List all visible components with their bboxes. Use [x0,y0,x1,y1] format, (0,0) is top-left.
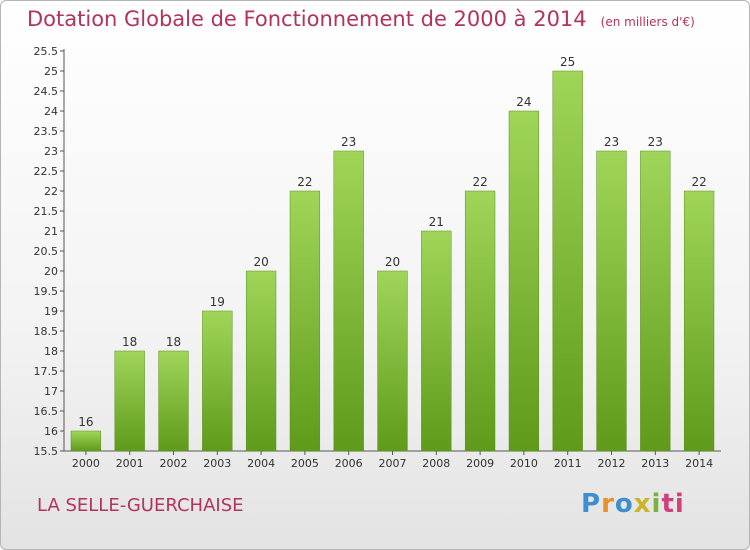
bar [596,150,627,452]
bar-value-label: 18 [166,335,181,349]
x-tick-label: 2008 [422,457,450,470]
bar-value-label: 20 [253,255,268,269]
bar [245,270,277,452]
bar-value-label: 22 [297,175,312,189]
x-tick-label: 2005 [291,457,319,470]
bar [683,190,715,452]
bar [464,190,496,452]
bar-value-label: 23 [341,135,356,149]
x-tick-label: 2009 [466,457,494,470]
bar-value-label: 18 [122,335,137,349]
x-tick-label: 2003 [203,457,231,470]
bar [70,430,102,452]
x-tick-label: 2007 [379,457,407,470]
bars [70,70,715,452]
bar-value-label: 23 [604,135,619,149]
bar-value-label: 22 [691,175,706,189]
x-tick-label: 2010 [510,457,538,470]
axes: 15.5 16 16.5 17 17.5 18 18.5 19 19.5 20 20.5 21 21.5… [34,45,721,470]
y-tick-label: 18.5 [34,325,59,338]
y-tick-label: 25 [44,65,58,78]
logo-letter: x [633,489,652,519]
logo-letter: ti [661,489,685,519]
bar [333,150,364,452]
y-tick-label: 21 [44,225,58,238]
y-tick-label: 23.5 [34,125,59,138]
y-tick-label: 19 [44,305,58,318]
logo-letter: P [581,489,602,519]
y-tick-label: 19.5 [34,285,59,298]
y-tick-label: 22.5 [34,165,59,178]
value-labels: 16 18 18 19 20 22 23 20 21 22 24 25 23 23 22 [78,55,706,429]
x-tick-label: 2011 [554,457,582,470]
x-tick-label: 2012 [598,457,626,470]
y-tick-label: 18 [44,345,58,358]
x-tick-label: 2001 [116,457,144,470]
bar [114,350,145,452]
bar-value-label: 25 [560,55,575,69]
bar [289,190,321,452]
bar [158,350,189,452]
bar [640,150,671,452]
y-tick-label: 24.5 [34,85,59,98]
y-tick-label: 17.5 [34,365,59,378]
bar [421,230,452,452]
bar-value-label: 23 [648,135,663,149]
bar [508,110,540,452]
bar-value-label: 20 [385,255,400,269]
y-tick-label: 15.5 [34,445,59,458]
x-tick-label: 2013 [641,457,669,470]
x-tick-label: 2006 [335,457,363,470]
bar-value-label: 24 [516,95,531,109]
chart-subtitle: (en milliers d'€) [600,15,695,29]
logo-letter: o [614,489,634,519]
logo-letter: r [601,489,615,519]
bar-value-label: 22 [472,175,487,189]
y-tick-label: 21.5 [34,205,59,218]
bar [202,310,233,452]
x-tick-label: 2014 [685,457,713,470]
proxiti-logo: Proxiti [581,489,685,519]
bar [377,270,408,452]
bar-value-label: 19 [210,295,225,309]
chart-title: Dotation Globale de Fonctionnement de 20… [27,7,695,31]
bar [552,70,583,452]
y-tick-label: 22 [44,185,58,198]
y-tick-label: 25.5 [34,45,59,58]
y-tick-label: 24 [44,105,58,118]
x-tick-label: 2004 [247,457,275,470]
y-tick-label: 23 [44,145,58,158]
commune-name: LA SELLE-GUERCHAISE [37,495,244,516]
y-tick-label: 16.5 [34,405,59,418]
y-tick-label: 20.5 [34,245,59,258]
logo-letter: i [651,489,662,519]
y-tick-label: 17 [44,385,58,398]
bar-value-label: 21 [429,215,444,229]
bar-value-label: 16 [78,415,93,429]
x-tick-label: 2000 [72,457,100,470]
title-text: Dotation Globale de Fonctionnement de 20… [27,7,587,31]
y-tick-label: 16 [44,425,58,438]
x-tick-label: 2002 [160,457,188,470]
y-tick-label: 20 [44,265,58,278]
